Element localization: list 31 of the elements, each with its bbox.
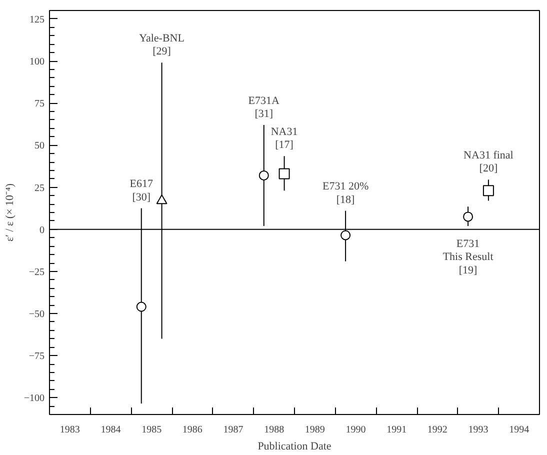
y-tick-label: −25 — [28, 266, 44, 278]
y-axis-title: ε′ / ε (× 10⁻⁴) — [4, 183, 16, 242]
annotation: NA31 final [20] — [464, 149, 514, 175]
y-tick-label: 75 — [34, 98, 44, 110]
y-tick-label: 50 — [34, 140, 44, 152]
x-tick-label: 1985 — [142, 424, 162, 436]
x-tick-label: 1987 — [223, 424, 244, 436]
x-tick-label: 1991 — [386, 424, 407, 436]
x-tick-label: 1984 — [100, 424, 121, 436]
y-tick-label: −50 — [28, 309, 44, 320]
x-tick-label: 1990 — [346, 424, 366, 436]
x-tick-label: 1986 — [182, 424, 202, 436]
y-tick-label: 25 — [34, 182, 44, 194]
y-tick-label: 100 — [30, 56, 44, 68]
x-tick-label: 1994 — [509, 424, 530, 436]
x-tick-label: 1993 — [468, 424, 488, 436]
y-tick-label: −75 — [28, 351, 44, 362]
annotation: NA31 [17] — [270, 126, 298, 152]
x-tick-label: 1989 — [304, 424, 325, 436]
annotation: E617 [30] — [130, 178, 154, 204]
annotation: E731 20% [18] — [322, 180, 369, 206]
annotation: E731 This Result [19] — [442, 238, 494, 276]
x-tick-label: 1988 — [264, 424, 284, 436]
y-tick-label: −100 — [24, 393, 44, 404]
x-tick-label: 1992 — [427, 424, 448, 436]
x-tick-label: 1983 — [60, 424, 80, 436]
annotation: E731A [31] — [248, 94, 280, 120]
annotation: Yale-BNL [29] — [139, 32, 185, 58]
x-axis-title: Publication Date — [258, 440, 332, 452]
y-tick-label: 0 — [40, 224, 44, 236]
y-tick-label: 125 — [30, 14, 44, 26]
